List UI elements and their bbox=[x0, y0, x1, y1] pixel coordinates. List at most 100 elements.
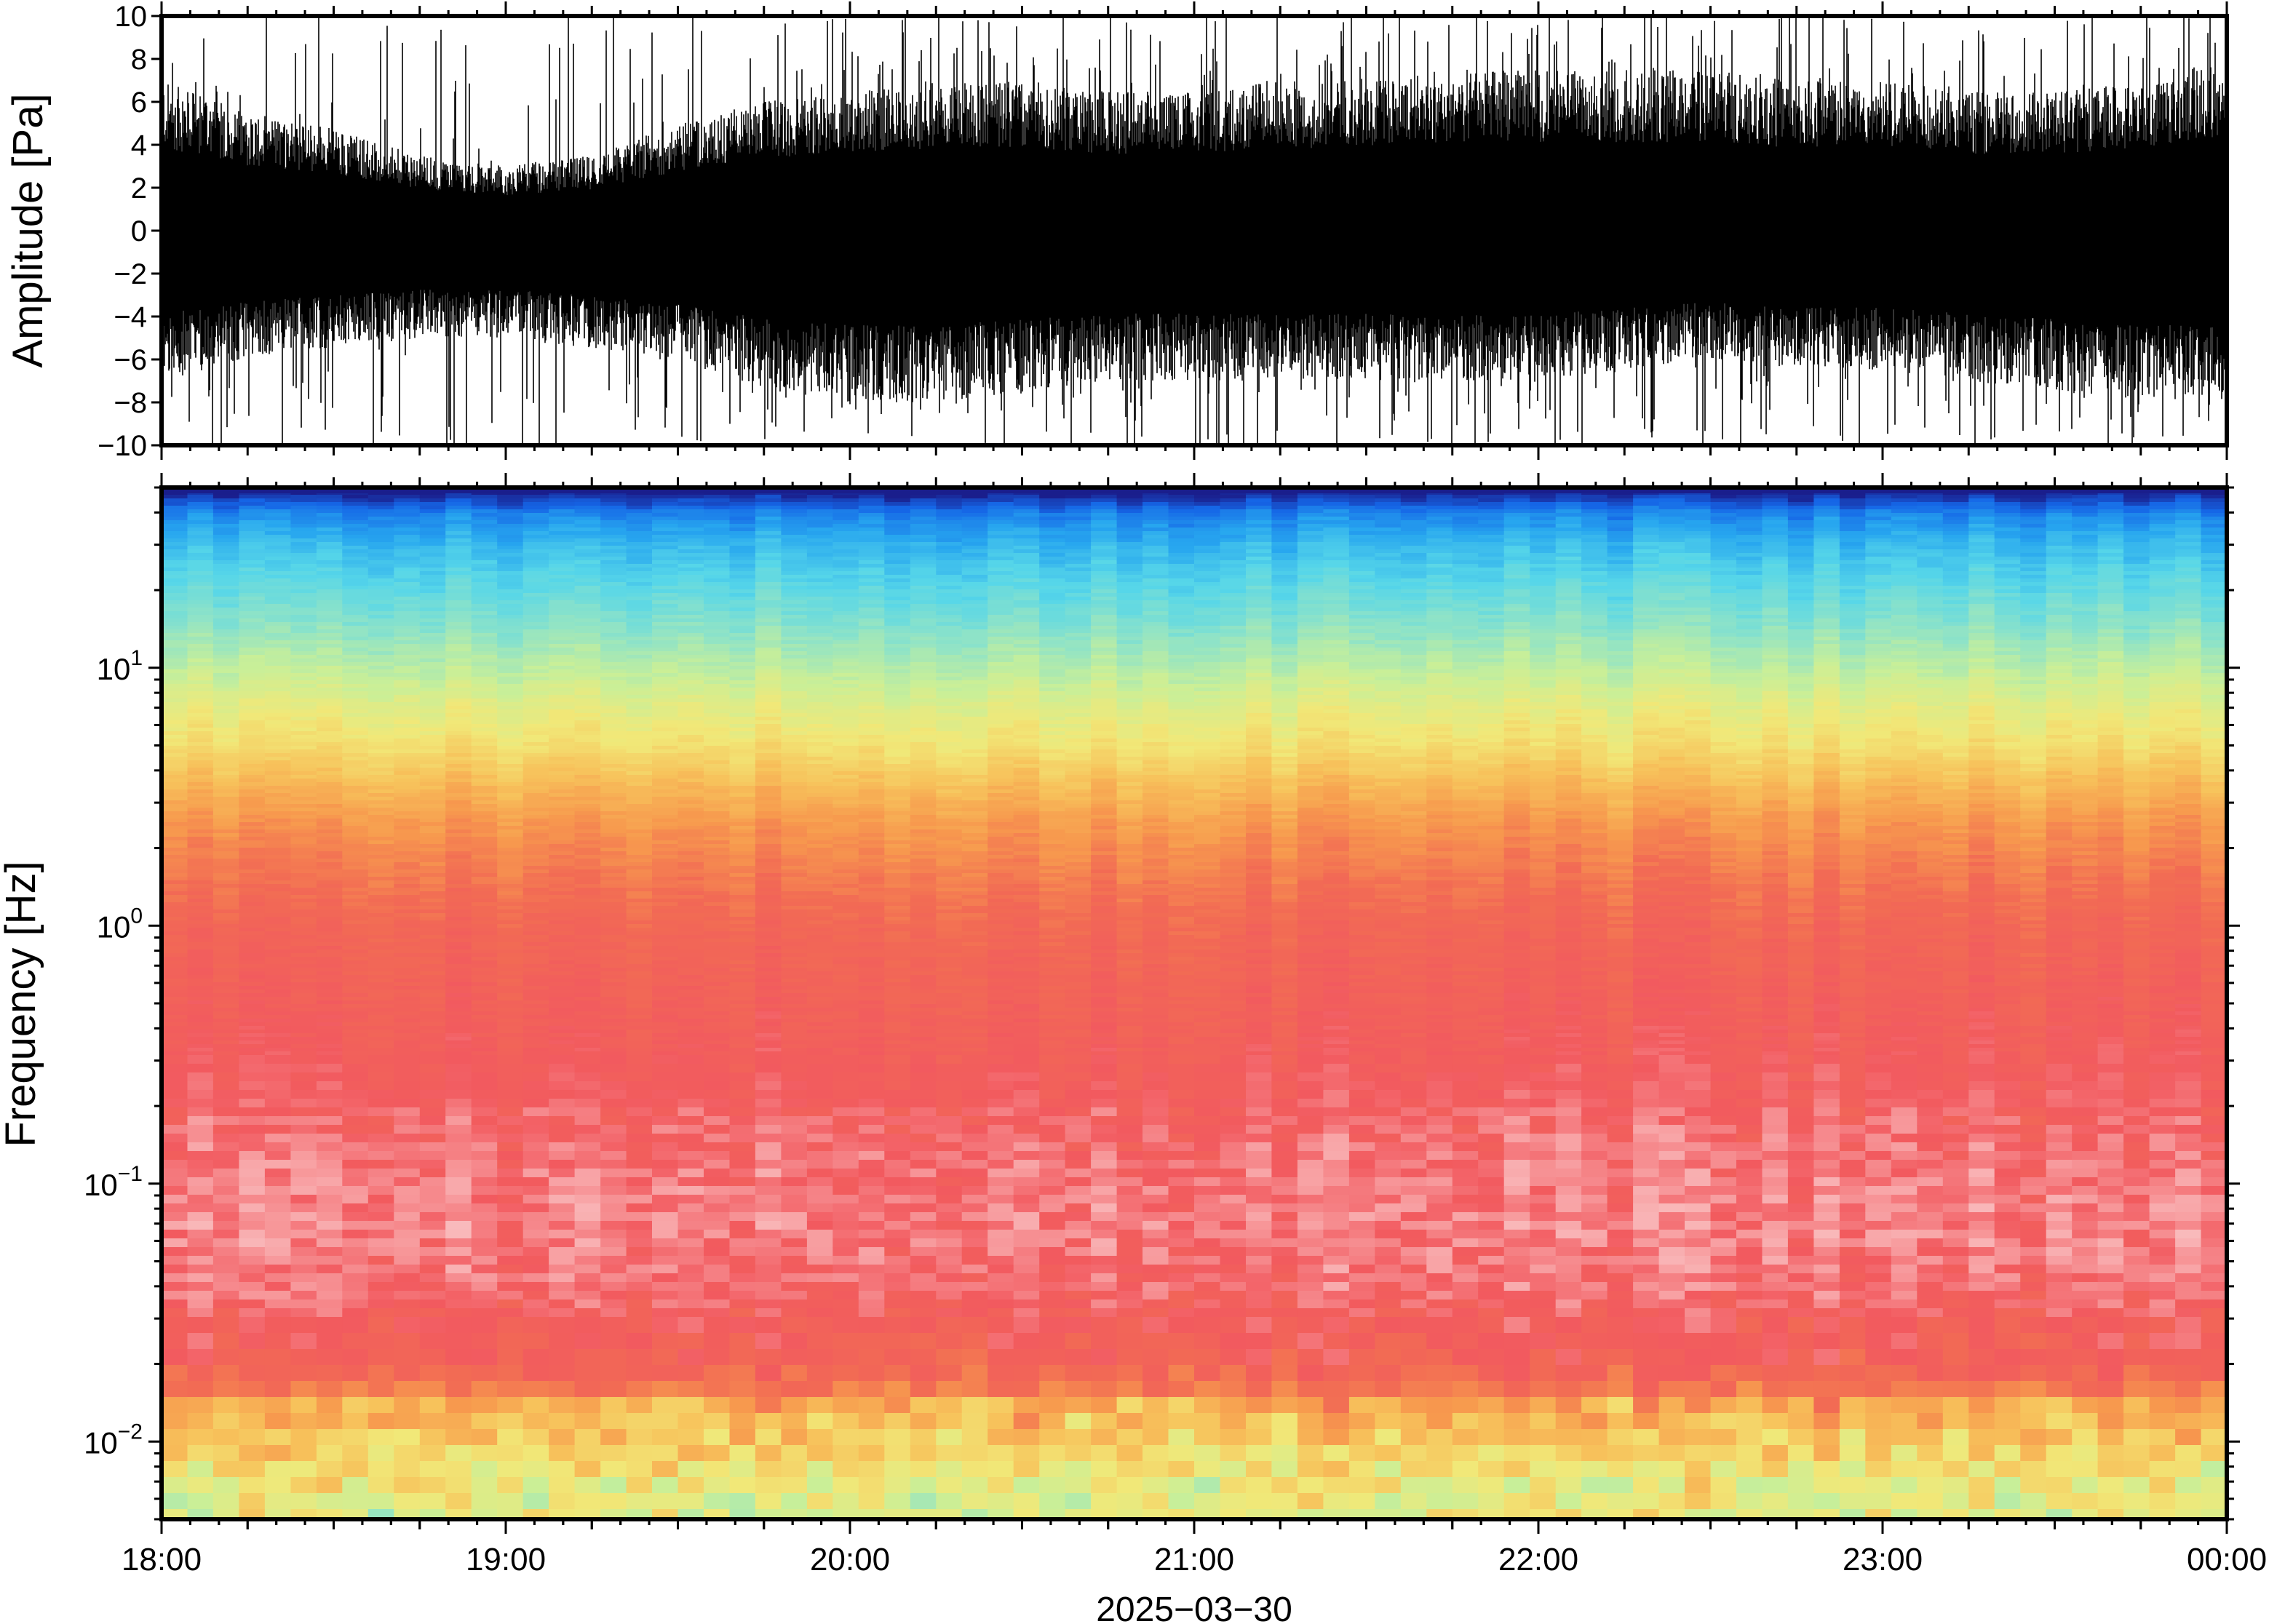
spectrogram-cell bbox=[316, 1397, 343, 1414]
spectrogram-cell bbox=[367, 637, 395, 641]
spectrogram-cell bbox=[445, 808, 472, 812]
spectrogram-cell bbox=[162, 1040, 188, 1045]
spectrogram-cell bbox=[600, 946, 627, 950]
spectrogram-cell bbox=[394, 593, 421, 597]
spectrogram-cell bbox=[316, 582, 343, 586]
spectrogram-cell bbox=[342, 713, 369, 717]
spectrogram-cell bbox=[497, 688, 524, 692]
spectrogram-cell bbox=[342, 709, 369, 714]
spectrogram-cell bbox=[652, 800, 679, 805]
spectrogram-cell bbox=[497, 608, 524, 612]
spectrogram-cell bbox=[755, 735, 782, 739]
spectrogram-cell bbox=[755, 724, 782, 728]
spectrogram-cell bbox=[445, 957, 472, 961]
spectrogram-cell bbox=[187, 531, 214, 536]
spectrogram-cell bbox=[162, 953, 188, 958]
spectrogram-cell bbox=[394, 1072, 421, 1082]
spectrogram-cell bbox=[574, 804, 601, 808]
spectrogram-cell bbox=[162, 582, 188, 586]
spectrogram-cell bbox=[755, 553, 782, 557]
spectrogram-cell bbox=[600, 662, 627, 666]
spectrogram-cell bbox=[367, 877, 395, 881]
spectrogram-cell bbox=[549, 971, 576, 976]
spectrogram-cell bbox=[549, 658, 576, 663]
spectrogram-cell bbox=[677, 906, 704, 910]
spectrogram-cell bbox=[471, 648, 498, 652]
spectrogram-cell bbox=[316, 873, 343, 877]
spectrogram-cell bbox=[419, 1195, 447, 1204]
spectrogram-cell bbox=[755, 688, 782, 692]
spectrogram-cell bbox=[471, 731, 498, 736]
spectrogram-cell bbox=[471, 909, 498, 914]
spectrogram-cell bbox=[677, 611, 704, 616]
spectrogram-cell bbox=[212, 542, 240, 546]
spectrogram-cell bbox=[162, 848, 188, 852]
spectrogram-cell bbox=[264, 739, 292, 743]
spectrogram-cell bbox=[445, 895, 472, 899]
spectrogram-cell bbox=[342, 589, 369, 594]
spectrogram-cell bbox=[342, 1151, 369, 1161]
spectrogram-cell bbox=[445, 950, 472, 954]
spectrogram-cell bbox=[755, 844, 782, 848]
spectrogram-cell bbox=[367, 1186, 395, 1195]
spectrogram-cell bbox=[445, 535, 472, 539]
spectrogram-cell bbox=[316, 597, 343, 601]
spectrogram-cell bbox=[394, 1048, 421, 1052]
spectrogram-cell bbox=[574, 837, 601, 841]
spectrogram-cell bbox=[394, 789, 421, 794]
spectrogram-cell bbox=[549, 706, 576, 710]
spectrogram-cell bbox=[497, 695, 524, 699]
spectrogram-cell bbox=[781, 964, 808, 968]
spectrogram-cell bbox=[729, 1011, 756, 1016]
spectrogram-cell bbox=[367, 888, 395, 892]
spectrogram-cell bbox=[471, 833, 498, 837]
spectrogram-cell bbox=[497, 1169, 524, 1178]
spectrogram-cell bbox=[187, 808, 214, 812]
spectrogram-cell bbox=[212, 626, 240, 630]
spectrogram-cell bbox=[394, 535, 421, 539]
spectrogram-cell bbox=[316, 1000, 343, 1005]
spectrogram-cell bbox=[290, 1090, 317, 1099]
spectrogram-cell bbox=[367, 717, 395, 721]
spectrogram-cell bbox=[419, 913, 447, 918]
spectrogram-cell bbox=[316, 502, 343, 506]
spectrogram-cell bbox=[600, 844, 627, 848]
spectrogram-cell bbox=[419, 1015, 447, 1019]
spectrogram-cell bbox=[549, 891, 576, 896]
spectrogram-cell bbox=[394, 913, 421, 918]
spectrogram-cell bbox=[549, 560, 576, 565]
spectrogram-cell bbox=[704, 1090, 731, 1099]
spectrogram-cell bbox=[781, 931, 808, 936]
spectrogram-cell bbox=[187, 1090, 214, 1099]
spectrogram-cell bbox=[162, 568, 188, 572]
spectrogram-cell bbox=[652, 899, 679, 903]
spectrogram-cell bbox=[187, 680, 214, 685]
spectrogram-cell bbox=[729, 1238, 756, 1248]
spectrogram-cell bbox=[212, 608, 240, 612]
spectrogram-cell bbox=[316, 993, 343, 998]
spectrogram-cell bbox=[781, 1282, 808, 1291]
spectrogram-cell bbox=[626, 924, 653, 928]
spectrogram-cell bbox=[755, 604, 782, 608]
spectrogram-cell bbox=[652, 1282, 679, 1291]
spectrogram-cell bbox=[574, 608, 601, 612]
spectrogram-cell bbox=[626, 582, 653, 586]
spectrogram-cell bbox=[445, 862, 472, 867]
spectrogram-cell bbox=[212, 1317, 240, 1334]
spectrogram-cell bbox=[781, 811, 808, 816]
spectrogram-cell bbox=[677, 1282, 704, 1291]
spectrogram-cell bbox=[626, 840, 653, 845]
spectrogram-cell bbox=[704, 513, 731, 517]
spectrogram-cell bbox=[677, 524, 704, 528]
spectrogram-cell bbox=[549, 528, 576, 532]
spectrogram-cell bbox=[367, 826, 395, 830]
spectrogram-cell bbox=[394, 1203, 421, 1213]
spectrogram-cell bbox=[497, 666, 524, 670]
spectrogram-cell bbox=[239, 728, 266, 732]
spectrogram-cell bbox=[290, 1282, 317, 1291]
spectrogram-cell bbox=[522, 928, 549, 932]
spectrogram-cell bbox=[445, 917, 472, 921]
spectrogram-cell bbox=[316, 931, 343, 936]
spectrogram-cell bbox=[394, 848, 421, 852]
spectrogram-cell bbox=[342, 942, 369, 947]
